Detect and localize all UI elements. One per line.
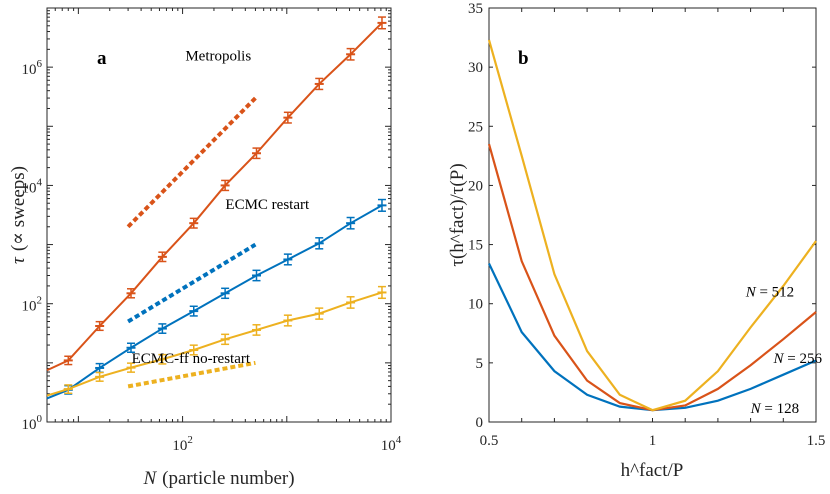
data-point [251, 269, 261, 282]
panel-b-y-axis-title: τ(h^fact)/τ(P) [447, 163, 468, 266]
panel-b-plot-area [488, 7, 817, 423]
panel-a-y-axis-title: τ(∝ sweeps) [8, 166, 29, 264]
reference-slope-line-blue [127, 242, 257, 324]
panel-a: a Metropolis ECMC restart ECMC-ff no-res… [8, 7, 402, 489]
panel-b-y-tick-label: 35 [468, 1, 483, 17]
data-point [220, 287, 230, 300]
panel-b-x-axis-title: h^fact/P [621, 460, 684, 481]
annotation-n-512: N = 512 [745, 285, 794, 301]
data-point [220, 333, 230, 346]
panel-b-y-tick-label: 25 [468, 119, 483, 135]
annotation-metropolis: Metropolis [185, 48, 251, 64]
panel-b-y-tick-label: 20 [468, 178, 483, 194]
data-point [346, 296, 356, 309]
data-point [126, 342, 136, 354]
panel-b-x-tick-label: 0.5 [480, 433, 499, 449]
data-point [251, 147, 261, 160]
panel-a-y-tick-label: 104 [22, 176, 43, 196]
panel-b-y-tick-label: 5 [476, 356, 484, 372]
annotation-n-128: N = 128 [750, 401, 799, 417]
series-line-metropolis [46, 22, 383, 372]
annotation-ecmc-ff-no-restart: ECMC-ff no-restart [132, 351, 251, 367]
data-point [377, 285, 387, 300]
data-point [220, 179, 230, 192]
data-point [283, 111, 293, 124]
panel-b: b N = 512 N = 256 N = 128 0.5 1 1.5 0 5 … [447, 1, 825, 481]
data-point [314, 307, 324, 320]
data-point [157, 353, 167, 365]
data-point [283, 253, 293, 266]
panel-b-y-tick-label: 30 [468, 60, 483, 76]
panel-a-label: a [97, 48, 107, 69]
data-point [189, 305, 199, 317]
panel-a-x-axis-title: N (particle number) [142, 468, 294, 489]
data-point [63, 355, 73, 366]
panel-a-y-tick-label: 102 [22, 295, 43, 315]
panel-b-y-tick-label: 0 [476, 415, 484, 431]
panel-b-x-tick-label: 1 [649, 433, 657, 449]
data-point [314, 237, 324, 250]
data-point [377, 198, 387, 212]
data-point [157, 323, 167, 334]
data-point [377, 16, 387, 30]
series-line-n-512 [487, 39, 817, 412]
data-point [63, 384, 73, 395]
panel-b-y-tick-label: 15 [468, 238, 483, 254]
series-line-ecmc-restart [46, 204, 383, 400]
data-point [251, 324, 261, 336]
panel-a-x-tick-label: 102 [172, 434, 193, 454]
data-point [283, 314, 293, 327]
data-point [346, 216, 356, 230]
data-point [126, 362, 136, 373]
panel-b-label: b [518, 48, 529, 69]
data-point [314, 77, 324, 91]
reference-slope-line-yellow [127, 360, 256, 389]
panel-a-y-tick-label: 106 [22, 58, 43, 78]
panel-b-x-tick-label: 1.5 [807, 433, 826, 449]
data-point [189, 344, 199, 356]
panel-b-y-tick-label: 10 [468, 297, 483, 313]
panel-a-y-tick-label: 100 [22, 413, 43, 433]
annotation-ecmc-restart: ECMC restart [225, 197, 310, 213]
data-point [157, 251, 167, 263]
data-point [95, 371, 105, 382]
data-point [126, 288, 136, 299]
reference-slope-line-orange [126, 96, 257, 229]
panel-a-x-tick-label: 104 [381, 434, 402, 454]
data-point [95, 320, 105, 332]
annotation-n-256: N = 256 [772, 351, 822, 367]
series-line-ecmc-ff-no-restart [46, 291, 383, 397]
panel-a-plot-area [46, 7, 392, 423]
data-point [346, 47, 356, 61]
data-point [189, 217, 199, 229]
